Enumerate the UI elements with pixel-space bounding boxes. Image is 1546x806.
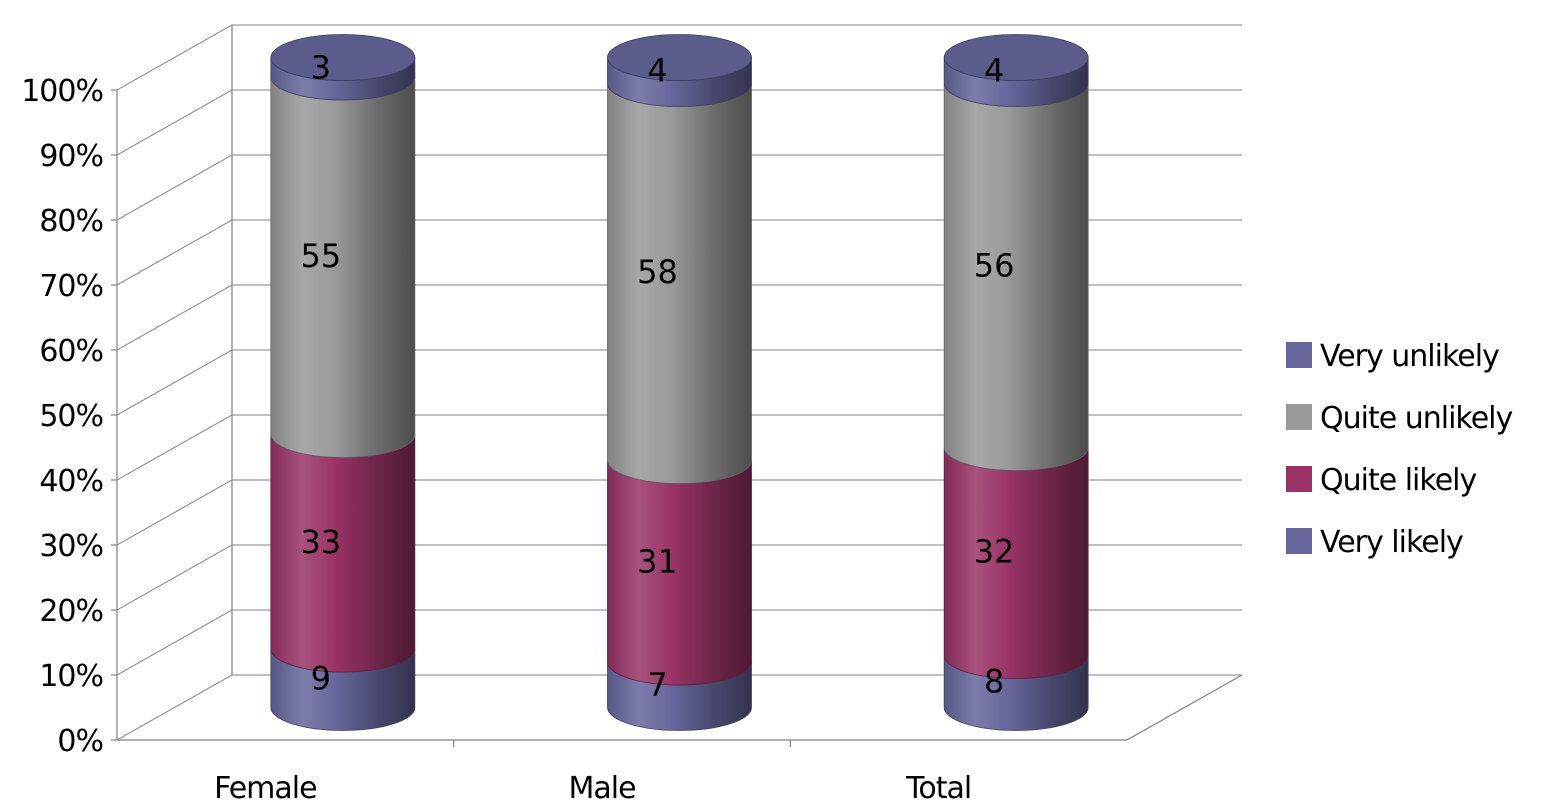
gridline bbox=[116, 154, 1242, 221]
legend-item: Very unlikely bbox=[1286, 339, 1500, 374]
gridline bbox=[116, 674, 1242, 741]
y-tick-label: 10% bbox=[39, 659, 103, 694]
legend-item: Quite likely bbox=[1286, 463, 1477, 498]
y-tick-label: 60% bbox=[39, 334, 103, 369]
data-label: 9 bbox=[311, 659, 331, 697]
bar-segment bbox=[943, 447, 1089, 679]
data-label: 55 bbox=[300, 237, 341, 275]
data-label: 4 bbox=[984, 52, 1004, 90]
bar-segment bbox=[607, 83, 752, 484]
y-tick-label: 70% bbox=[39, 269, 103, 304]
gridline bbox=[116, 89, 1242, 156]
data-label: 58 bbox=[637, 253, 678, 291]
y-tick-label: 40% bbox=[39, 464, 103, 499]
data-label: 56 bbox=[974, 247, 1015, 285]
gridline bbox=[116, 284, 1242, 351]
data-label: 31 bbox=[637, 542, 678, 580]
x-category-label: Female bbox=[214, 771, 316, 806]
gridlines bbox=[116, 24, 1242, 741]
legend-label: Very likely bbox=[1320, 525, 1463, 560]
bar-top-cap bbox=[607, 34, 752, 81]
x-axis-labels: Female Male Total bbox=[214, 771, 972, 806]
x-category-label: Total bbox=[905, 771, 971, 806]
y-tick-label: 0% bbox=[57, 724, 103, 759]
legend-swatch bbox=[1286, 528, 1312, 554]
y-tick-label: 90% bbox=[39, 139, 103, 174]
legend: Very unlikely Quite unlikely Quite likely V… bbox=[1286, 339, 1514, 560]
bar-group-total: 8 32 56 4 bbox=[943, 34, 1089, 731]
legend-label: Quite likely bbox=[1320, 463, 1476, 498]
legend-swatch bbox=[1286, 342, 1312, 368]
data-label: 33 bbox=[300, 523, 341, 561]
x-category-label: Male bbox=[568, 771, 635, 806]
gridline bbox=[116, 479, 1242, 546]
gridline bbox=[116, 219, 1242, 286]
bars: 9 33 55 3 7 31 58 4 8 32 56 4 bbox=[270, 34, 1089, 731]
y-axis-ticks: 0% 10% 20% 30% 40% 50% 60% 70% 80% 90% 100% bbox=[21, 74, 117, 759]
y-tick-label: 100% bbox=[21, 74, 103, 109]
bar-segment bbox=[270, 434, 416, 673]
legend-label: Quite unlikely bbox=[1320, 401, 1513, 436]
y-tick-label: 80% bbox=[39, 204, 103, 239]
bar-segment bbox=[943, 83, 1089, 471]
data-label: 3 bbox=[311, 48, 331, 86]
legend-item: Very likely bbox=[1286, 525, 1464, 560]
bar-group-female: 9 33 55 3 bbox=[270, 34, 416, 731]
data-label: 7 bbox=[647, 666, 667, 704]
legend-label: Very unlikely bbox=[1320, 339, 1499, 374]
y-tick-label: 20% bbox=[39, 594, 103, 629]
bar-segment bbox=[607, 460, 752, 686]
gridline bbox=[116, 544, 1242, 611]
gridline bbox=[116, 349, 1242, 416]
data-label: 4 bbox=[647, 52, 667, 90]
bar-top-cap bbox=[943, 34, 1089, 81]
y-tick-label: 50% bbox=[39, 399, 103, 434]
bar-segment bbox=[270, 76, 416, 458]
y-tick-label: 30% bbox=[39, 529, 103, 564]
gridline bbox=[116, 609, 1242, 676]
gridline bbox=[116, 24, 1242, 91]
data-label: 32 bbox=[974, 533, 1015, 571]
bar-top-cap bbox=[270, 34, 416, 81]
legend-swatch bbox=[1286, 404, 1312, 430]
legend-swatch bbox=[1286, 466, 1312, 492]
legend-item: Quite unlikely bbox=[1286, 401, 1514, 436]
data-label: 8 bbox=[984, 663, 1004, 701]
gridline bbox=[116, 414, 1242, 481]
floor-right-edge bbox=[1126, 674, 1243, 741]
bar-group-male: 7 31 58 4 bbox=[607, 34, 752, 731]
